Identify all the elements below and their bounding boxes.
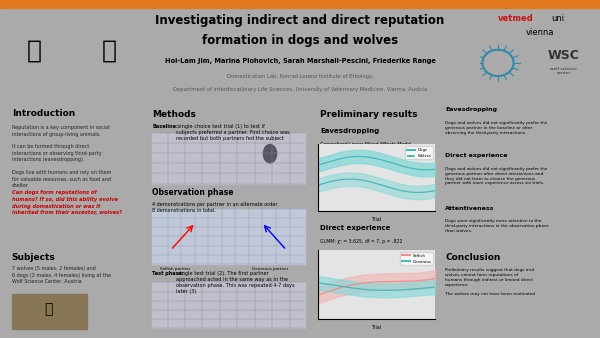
Text: 🐕: 🐕 [44,303,53,317]
Bar [152,209,305,264]
Bar [152,282,305,328]
Text: vienna: vienna [526,28,554,37]
X-axis label: Trial: Trial [371,325,382,330]
Text: Direct experience: Direct experience [320,225,390,231]
Text: wolf science
center: wolf science center [551,67,577,75]
Text: uni: uni [551,14,565,23]
Text: Dogs and wolves did not significantly prefer the
generous partner after direct i: Dogs and wolves did not significantly pr… [445,167,547,186]
Text: Methods: Methods [152,110,196,119]
Text: Subjects: Subjects [11,253,55,262]
Text: Baseline:: Baseline: [152,124,178,129]
Text: Conclusion: Conclusion [445,253,500,262]
Text: 👩: 👩 [27,39,42,63]
Legend: Selfish, Generous: Selfish, Generous [400,252,433,265]
Text: Dogs and wolves did not significantly prefer the
generous partner in the baselin: Dogs and wolves did not significantly pr… [445,121,547,135]
Text: 🐺: 🐺 [102,39,117,63]
Text: Selfish partner: Selfish partner [160,267,191,271]
Text: Introduction: Introduction [11,108,75,118]
Text: formation in dogs and wolves: formation in dogs and wolves [202,34,398,47]
Text: Can dogs form reputations of
humans? If so, did this ability evolve
during domes: Can dogs form reputations of humans? If … [11,190,122,215]
Circle shape [263,144,277,163]
Text: Test phase:: Test phase: [152,271,184,276]
Text: Preliminary results suggest that dogs and
wolves cannot form reputations of
huma: Preliminary results suggest that dogs an… [445,268,535,296]
Text: Eavesdropping: Eavesdropping [320,128,379,135]
Text: GLMM: χ² = 3.625, df = 7, p = .822: GLMM: χ² = 3.625, df = 7, p = .822 [320,239,403,244]
Text: Generous partner: Generous partner [252,267,288,271]
Bar [0,0,600,8]
Text: Preliminary results: Preliminary results [320,110,418,119]
Text: Investigating indirect and direct reputation: Investigating indirect and direct reputa… [155,14,445,27]
Text: Attentiveness: Attentiveness [445,206,494,211]
Text: Domestication Lab, Konrad Lorenz Institute of Ethology,: Domestication Lab, Konrad Lorenz Institu… [227,74,373,78]
Text: Direct experience: Direct experience [445,153,508,158]
Text: Eavesdropping: Eavesdropping [445,107,497,112]
Text: 7 wolves (5 males, 2 females) and
6 dogs (2 males, 4 females) living at the
Wolf: 7 wolves (5 males, 2 females) and 6 dogs… [11,266,110,284]
Text: single test trial (2). The first partner
approached acted in the same way as in : single test trial (2). The first partner… [176,271,295,294]
Text: single choice test trial (1) to test if
subjects preferred a partner. First choi: single choice test trial (1) to test if … [176,124,290,141]
Bar [152,133,305,184]
Text: vetmed: vetmed [498,14,534,23]
Text: Hoi-Lam Jim, Marina Plohovich, Sarah Marshall-Pescini, Friederike Range: Hoi-Lam Jim, Marina Plohovich, Sarah Mar… [164,58,436,64]
Text: Generalized Linear Mixed-Effects Model
(GLMM): χ² = 5.225, df = 6, p = .515: Generalized Linear Mixed-Effects Model (… [320,142,411,153]
Text: WSC: WSC [548,49,580,62]
Legend: Dogs, Wolves: Dogs, Wolves [405,146,433,160]
Bar [11,294,87,329]
Text: Observation phase: Observation phase [152,188,234,197]
Text: 4 demonstrations per partner in an alternate order
8 demonstrations in total.: 4 demonstrations per partner in an alter… [152,202,278,213]
Text: Department of Interdisciplinary Life Sciences, University of Veterinary Medicine: Department of Interdisciplinary Life Sci… [173,87,427,92]
Text: Reputation is a key component in social
interactions of group-living animals.

I: Reputation is a key component in social … [11,125,111,188]
Text: Dogs were significantly more attentive to the
third-party interactions in the ob: Dogs were significantly more attentive t… [445,219,549,233]
X-axis label: Trial: Trial [371,217,382,222]
